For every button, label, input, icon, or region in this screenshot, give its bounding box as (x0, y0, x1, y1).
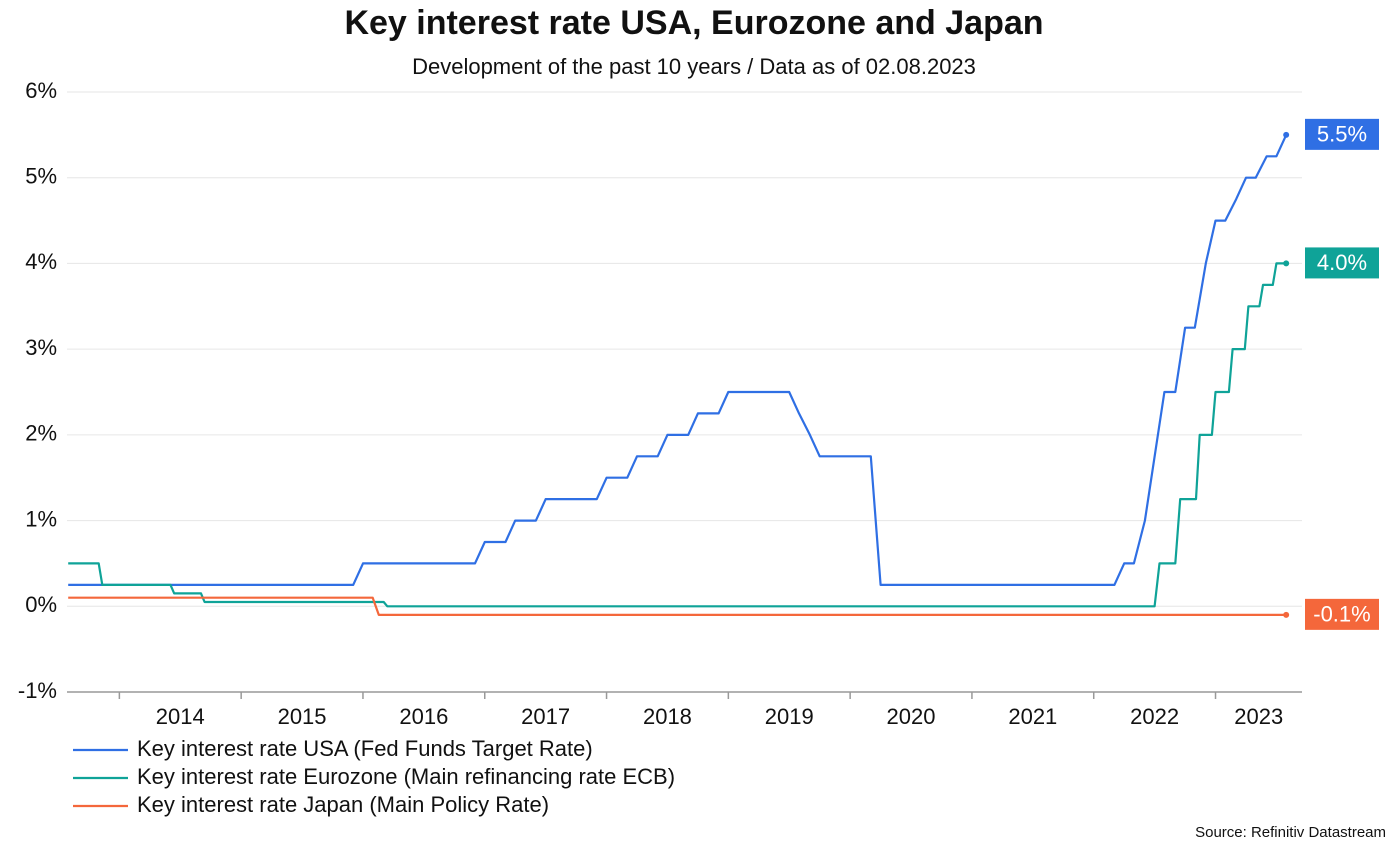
y-tick-label: 2% (25, 421, 57, 446)
end-label-box (1305, 598, 1379, 630)
series-line (68, 596, 1287, 616)
x-tick-label: 2021 (1008, 704, 1057, 729)
x-tick-label: 2015 (278, 704, 327, 729)
x-tick-label: 2023 (1234, 704, 1283, 729)
source: Source: Refinitiv Datastream (1195, 824, 1386, 841)
end-label: 4.0% (1317, 250, 1367, 275)
series-line (68, 134, 1288, 586)
end-label-box (1305, 247, 1379, 279)
y-tick-label: 0% (25, 592, 57, 617)
end-dot (1283, 260, 1290, 267)
x-tick-label: 2020 (887, 704, 936, 729)
x-tick-label: 2016 (399, 704, 448, 729)
chart-title: Key interest rate USA, Eurozone and Japa… (344, 4, 1043, 42)
y-tick-label: 6% (25, 78, 57, 103)
legend-label: Key interest rate USA (Fed Funds Target … (137, 736, 593, 761)
y-tick-label: 1% (25, 506, 57, 531)
end-dot (1283, 611, 1290, 618)
x-tick-label: 2022 (1130, 704, 1179, 729)
y-tick-label: 3% (25, 335, 57, 360)
x-tick-label: 2017 (521, 704, 570, 729)
x-tick-label: 2014 (156, 704, 205, 729)
y-tick-label: -1% (18, 678, 57, 703)
x-tick-label: 2018 (643, 704, 692, 729)
end-label-box (1305, 118, 1379, 150)
end-label: -0.1% (1313, 602, 1370, 627)
y-tick-label: 5% (25, 164, 57, 189)
x-tick-label: 2019 (765, 704, 814, 729)
end-dot (1283, 131, 1290, 138)
end-label: 5.5% (1317, 122, 1367, 147)
chart-subtitle: Development of the past 10 years / Data … (412, 54, 976, 79)
legend-label: Key interest rate Eurozone (Main refinan… (137, 764, 675, 789)
series-line (68, 262, 1287, 608)
legend-label: Key interest rate Japan (Main Policy Rat… (137, 792, 549, 817)
y-tick-label: 4% (25, 249, 57, 274)
